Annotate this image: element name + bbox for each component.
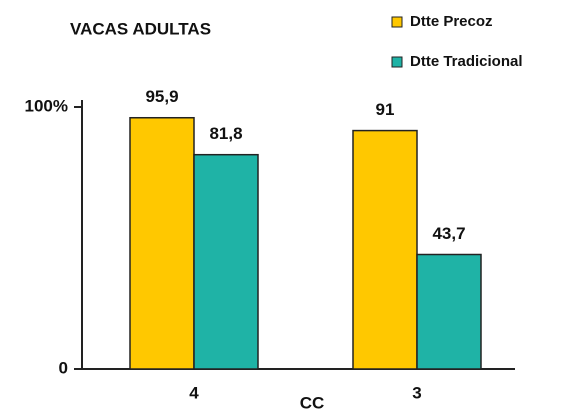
y-tick-label: 100% [25, 96, 68, 115]
x-tick-label: 4 [189, 383, 199, 402]
data-label: 81,8 [209, 124, 242, 143]
bar [193, 153, 259, 370]
bar [416, 253, 482, 370]
legend-label: Dtte Tradicional [410, 53, 523, 70]
chart-title: VACAS ADULTAS [70, 19, 211, 38]
x-tick-label: 3 [412, 383, 421, 402]
legend-swatch [391, 56, 403, 68]
data-label: 95,9 [145, 87, 178, 106]
data-label: 43,7 [432, 224, 465, 243]
data-label: 91 [376, 100, 395, 119]
bar [129, 116, 195, 370]
bar [352, 129, 418, 370]
x-axis-label: CC [300, 393, 325, 412]
y-tick-label: 0 [59, 358, 68, 377]
legend-label: Dtte Precoz [410, 13, 493, 30]
legend-swatch [391, 16, 403, 28]
